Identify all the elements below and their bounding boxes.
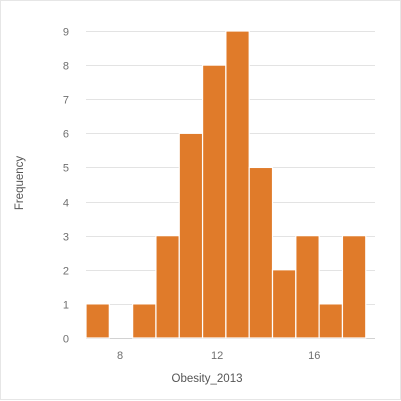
histogram-bar — [132, 303, 157, 339]
histogram-bars — [85, 30, 367, 339]
y-tick-label: 0 — [63, 334, 69, 346]
histogram-bar — [341, 235, 367, 339]
histogram-bar — [85, 303, 110, 339]
histogram-bar — [178, 132, 204, 339]
y-tick-label: 2 — [63, 266, 69, 278]
x-axis-title: Obesity_2013 — [172, 373, 243, 385]
y-tick-label: 7 — [63, 95, 69, 107]
x-tick-label: 16 — [308, 350, 320, 362]
y-tick-label: 5 — [63, 163, 69, 175]
histogram-bar — [248, 166, 274, 339]
histogram-bar — [295, 235, 320, 339]
x-axis-ticks: 8 12 16 — [117, 350, 320, 362]
y-axis-ticks: 0 1 2 3 4 5 6 7 8 9 — [63, 27, 69, 346]
histogram-bar — [201, 64, 227, 339]
histogram-bar — [271, 269, 297, 339]
histogram-bar — [225, 30, 250, 339]
y-tick-label: 9 — [63, 27, 69, 39]
y-tick-label: 8 — [63, 61, 69, 73]
y-axis-title: Frequency — [14, 156, 26, 211]
histogram-bar — [155, 235, 180, 339]
x-tick-label: 12 — [211, 350, 223, 362]
histogram-bar — [318, 303, 344, 339]
y-tick-label: 1 — [63, 300, 69, 312]
y-tick-label: 4 — [63, 198, 69, 210]
y-tick-label: 6 — [63, 129, 69, 141]
x-tick-label: 8 — [117, 350, 123, 362]
y-tick-label: 3 — [63, 232, 69, 244]
